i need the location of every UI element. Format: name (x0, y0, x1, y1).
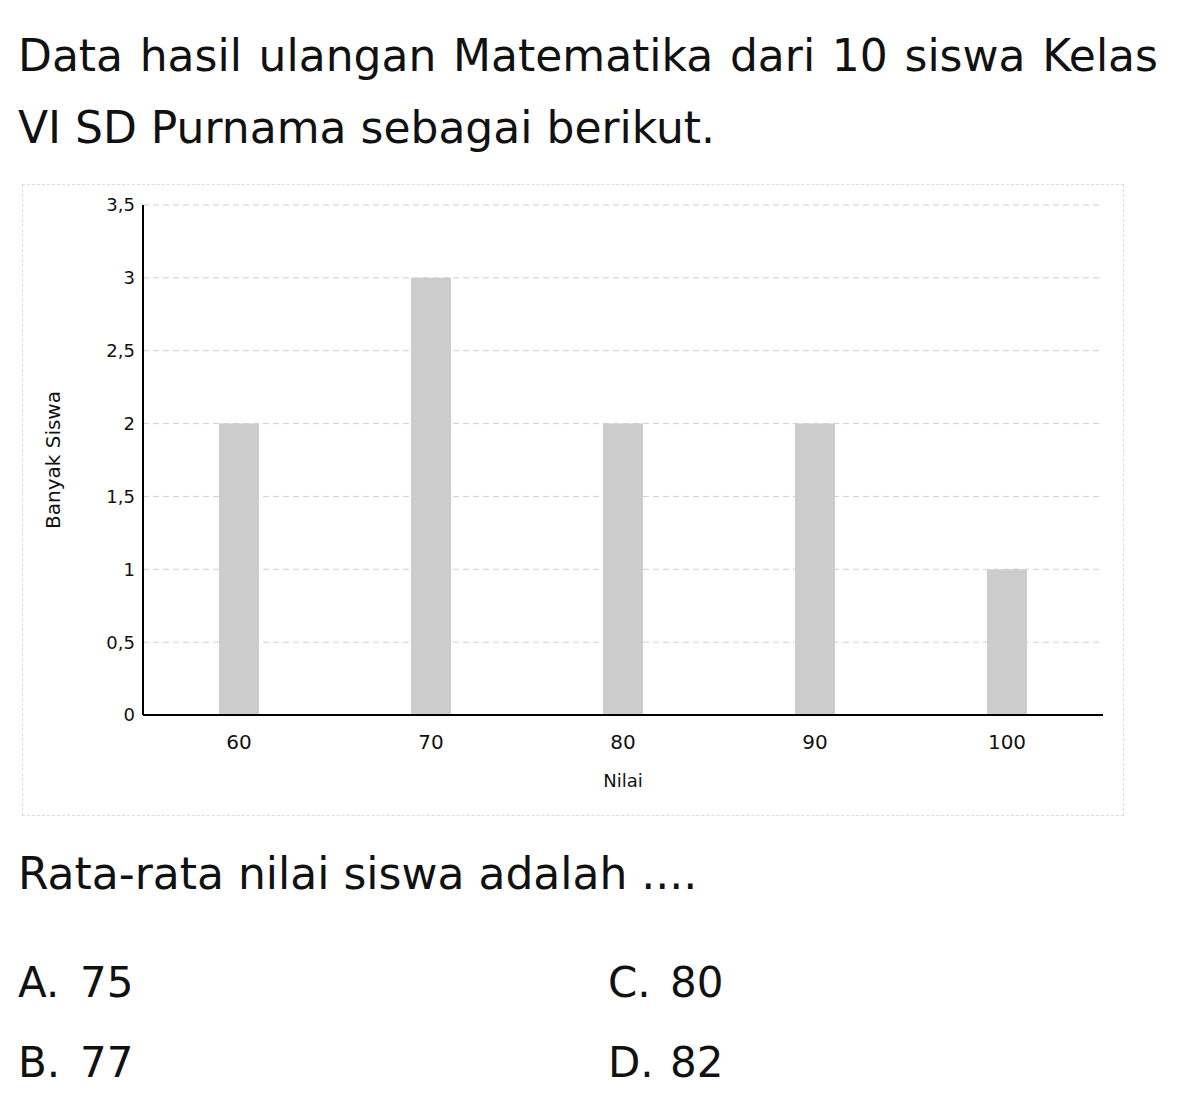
svg-text:Banyak Siswa: Banyak Siswa (41, 391, 65, 529)
svg-text:1: 1 (124, 559, 135, 580)
html-text:80: 80 (670, 958, 724, 1007)
html-text:75: 75 (80, 958, 134, 1007)
svg-text:Nilai: Nilai (603, 770, 643, 791)
svg-text:0,5: 0,5 (106, 632, 135, 653)
svg-text:70: 70 (418, 730, 443, 754)
svg-text:3: 3 (124, 267, 135, 288)
svg-text:3,5: 3,5 (106, 194, 135, 215)
html-text:C.: C. (608, 958, 651, 1007)
html-text:A.: A. (18, 958, 60, 1007)
svg-text:90: 90 (802, 730, 827, 754)
svg-text:100: 100 (988, 730, 1026, 754)
html-text:Rata-rata nilai siswa adalah .: Rata-rata nilai siswa adalah .... (18, 848, 698, 899)
svg-text:2,5: 2,5 (106, 340, 135, 361)
html-text:Data hasil ulangan Matematika: Data hasil ulangan Matematika dari 10 si… (18, 30, 1158, 153)
html-text:B.: B. (18, 1038, 61, 1087)
html-text:D. 82: D. 82 (608, 1038, 724, 1087)
html-text:77: 77 (80, 1038, 134, 1087)
svg-text:1,5: 1,5 (106, 486, 135, 507)
svg-text:80: 80 (610, 730, 635, 754)
svg-text:0: 0 (124, 704, 135, 725)
svg-text:60: 60 (226, 730, 251, 754)
svg-text:2: 2 (124, 413, 135, 434)
